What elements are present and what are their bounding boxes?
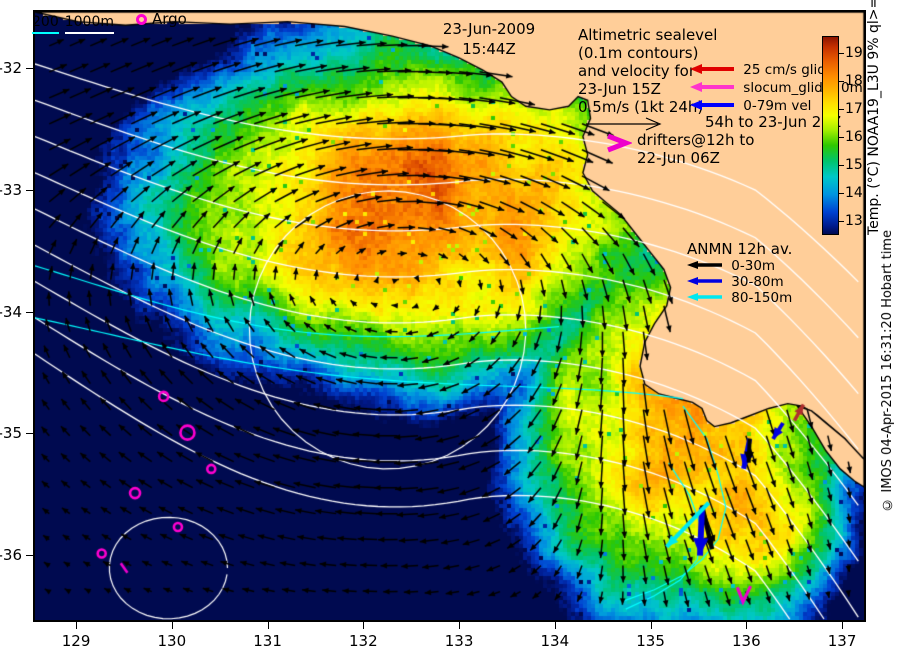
legend-row-anmn-80-150m: 80-150m: [687, 290, 792, 306]
title-date: 23-Jun-2009: [442, 20, 536, 38]
legend-label-anmn-30-80m: 30-80m: [731, 274, 784, 290]
colorbar-tick-label: 15: [845, 156, 863, 173]
x-tick: [267, 622, 269, 629]
y-tick: [26, 311, 33, 313]
x-tick: [459, 622, 461, 629]
altimetry-legend-line3: and velocity for: [578, 62, 696, 80]
x-tick-label: 131: [253, 632, 282, 650]
x-tick-label: 133: [444, 632, 474, 650]
argo-key: Argo: [136, 10, 187, 28]
x-tick-label: 129: [61, 632, 91, 650]
temperature-colorbar[interactable]: [822, 36, 839, 235]
legend-row-vel-0-79m: 0-79m vel: [690, 98, 811, 114]
y-tick: [26, 433, 33, 435]
anmn-legend-title: ANMN 12h av.: [687, 240, 793, 258]
drifters-legend-line1: drifters@12h to: [637, 131, 755, 149]
x-tick: [650, 622, 652, 629]
sealevel-velocity-scale-arrow: [586, 117, 662, 131]
argo-key-label: Argo: [152, 10, 187, 28]
x-tick: [363, 622, 365, 629]
y-tick: [26, 555, 33, 557]
x-tick: [554, 622, 556, 629]
drifters-legend-line2: 22-Jun 06Z: [637, 149, 720, 167]
colorbar-tick: [839, 80, 844, 82]
legend-row-glider-25cms: 25 cm/s glide: [690, 62, 834, 78]
legend-label-anmn-80-150m: 80-150m: [731, 290, 793, 306]
y-tick-label: -36: [0, 546, 22, 565]
altimetry-legend-line2: (0.1m contours): [578, 44, 699, 62]
colorbar-tick: [839, 136, 844, 138]
altimetry-legend-line4: 23-Jun 15Z: [578, 80, 661, 98]
x-tick-label: 135: [636, 632, 665, 650]
vel-0-79m-arrow-icon: [690, 100, 734, 110]
bathy-200-label: 200: [32, 14, 59, 34]
anmn-30-80m-arrow-icon: [687, 277, 722, 285]
legend-label-glider-25cms: 25 cm/s glide: [743, 62, 835, 78]
drifter-arrow-icon: [607, 133, 632, 153]
legend-label-anmn-0-30m: 0-30m: [731, 258, 776, 274]
colorbar-tick: [839, 220, 844, 222]
y-tick: [26, 190, 33, 192]
y-tick: [26, 68, 33, 70]
colorbar-tick-label: 14: [845, 184, 863, 201]
x-tick: [76, 622, 78, 629]
map-plot-area[interactable]: [33, 10, 866, 622]
bathy-1000-label: 1000m: [64, 14, 115, 34]
x-tick-label: 137: [827, 632, 857, 650]
legend-label-vel-0-79m: 0-79m vel: [743, 98, 812, 114]
colorbar-tick: [839, 52, 844, 54]
slocum-glider-0m-arrow-icon: [690, 82, 734, 92]
x-tick-label: 134: [540, 632, 570, 650]
credit-text: © IMOS 04-Apr-2015 16:31:20 Hobart time: [880, 230, 895, 512]
colorbar-tick-label: 18: [845, 72, 863, 89]
legend-label-vel-period: 54h to 23-Jun 21Z: [705, 113, 842, 131]
altimetry-legend-line1: Altimetric sealevel: [578, 26, 718, 44]
x-tick: [746, 622, 748, 629]
x-tick-label: 136: [731, 632, 761, 650]
y-tick-label: -33: [0, 181, 22, 200]
colorbar-tick-label: 13: [845, 212, 863, 229]
vector-overlay-canvas: [35, 12, 864, 620]
argo-marker-icon: [136, 14, 147, 25]
bathymetry-scale-key: 200 1000m: [32, 14, 115, 34]
x-tick-label: 132: [348, 632, 378, 650]
colorbar-tick: [839, 108, 844, 110]
x-tick: [171, 622, 173, 629]
colorbar-tick: [839, 192, 844, 194]
colorbar-tick-label: 17: [845, 100, 863, 117]
colorbar-tick-label: 19: [845, 44, 863, 61]
colorbar-title: Temp. (°C) NOAA19_L3U 9% ql>=4: [866, 0, 882, 235]
anmn-0-30m-arrow-icon: [687, 261, 722, 269]
y-tick-label: -35: [0, 424, 22, 443]
legend-row-anmn-30-80m: 30-80m: [687, 274, 784, 290]
colorbar-tick: [839, 164, 844, 166]
anmn-80-150m-arrow-icon: [687, 293, 722, 301]
y-tick-label: -34: [0, 302, 22, 321]
x-tick: [842, 622, 844, 629]
legend-row-anmn-0-30m: 0-30m: [687, 258, 775, 274]
glider-25cms-arrow-icon: [690, 64, 734, 74]
y-tick-label: -32: [0, 59, 22, 78]
title-time: 15:44Z: [462, 40, 516, 58]
altimetry-legend-line5: 0.5m/s (1kt 24h): [578, 98, 704, 116]
colorbar-tick-label: 16: [845, 128, 863, 145]
x-tick-label: 130: [157, 632, 187, 650]
